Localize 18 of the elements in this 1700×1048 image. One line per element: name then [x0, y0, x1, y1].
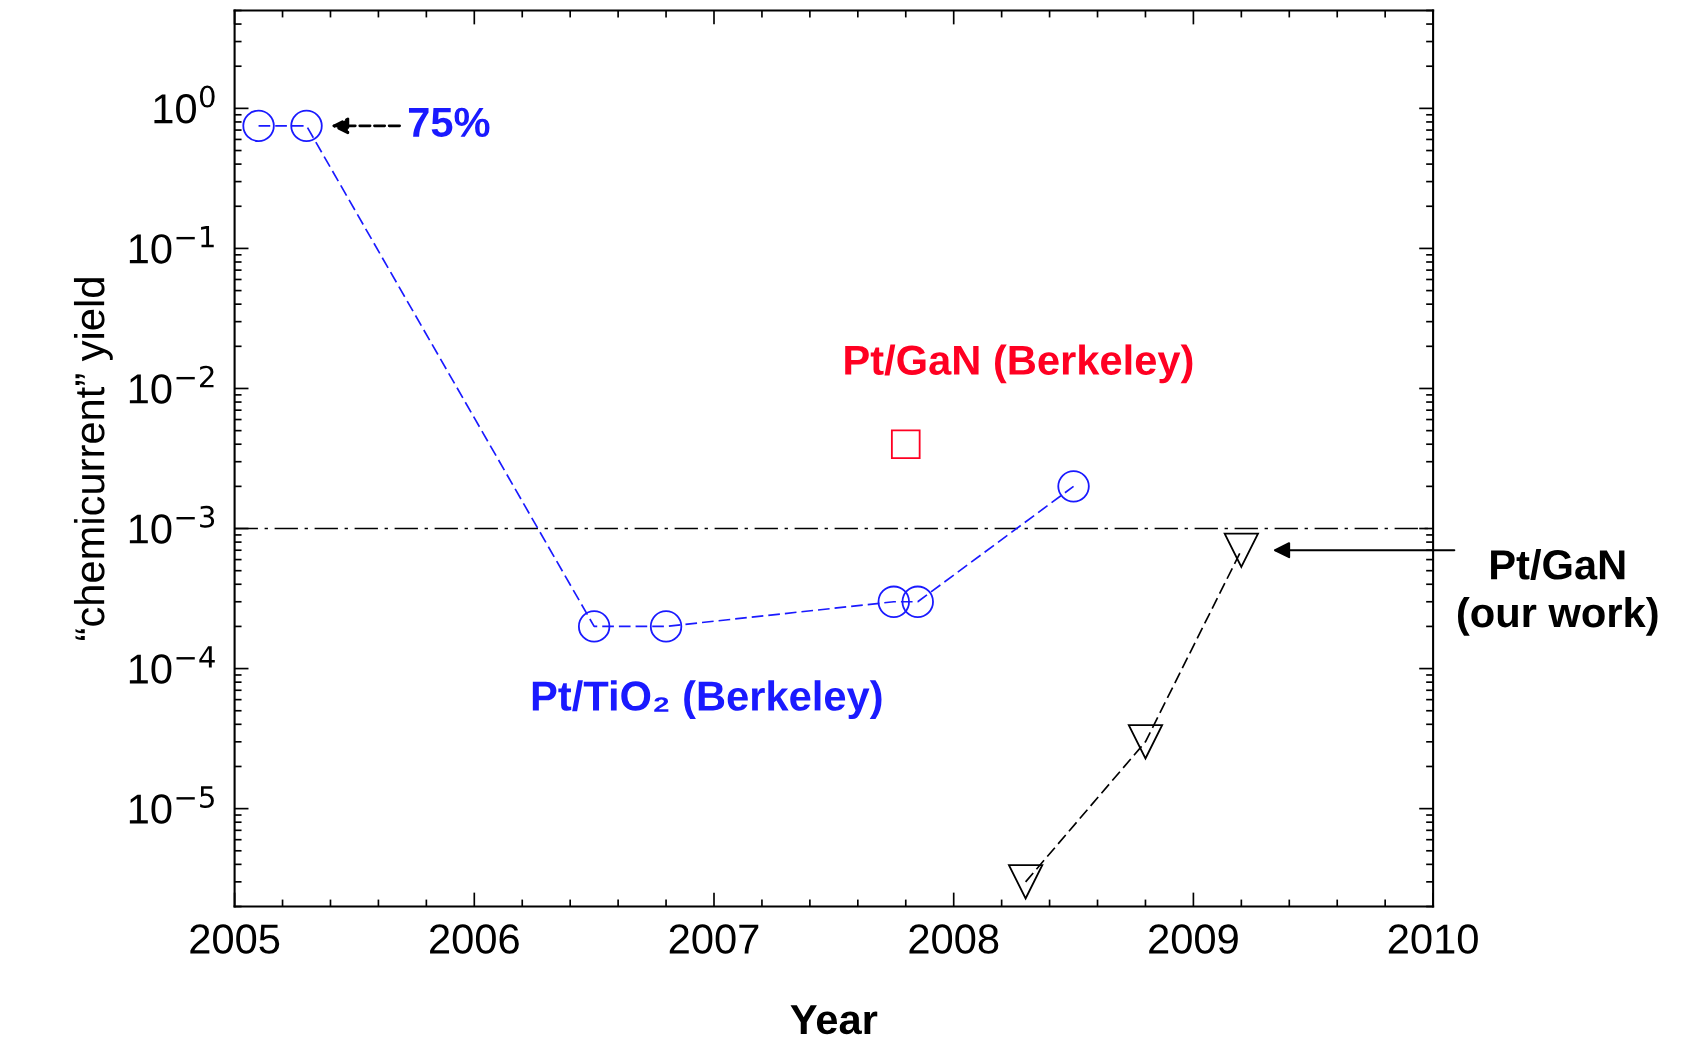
annotation: 75% [408, 107, 490, 138]
legend-label: Pt/GaN (our work) [1457, 549, 1658, 636]
y-tick-label: 10$^{−1}$ [129, 226, 214, 264]
x-tick-label: 2007 [669, 924, 759, 954]
y-tick-label: 10$^{−3}$ [129, 505, 215, 544]
y-axis-title: “chemicurrent” yield [73, 278, 113, 640]
series-label: Pt/TiO₂ (Berkeley) [532, 680, 882, 720]
y-tick-label: 10$^{−2}$ [129, 365, 214, 404]
x-tick-label: 2008 [909, 924, 999, 954]
x-tick-label: 2010 [1388, 924, 1478, 954]
y-tick-label: 10$^{−4}$ [129, 646, 215, 684]
x-tick-label: 2005 [190, 924, 280, 954]
series-label: Pt/GaN (Berkeley) [845, 344, 1193, 384]
x-tick-label: 2006 [430, 924, 519, 954]
y-tick-label: 10$^{−5}$ [129, 786, 214, 824]
y-tick-label: 10$^{0}$ [154, 85, 215, 124]
x-axis-title: Year [790, 1005, 878, 1035]
x-tick-label: 2009 [1149, 924, 1238, 954]
